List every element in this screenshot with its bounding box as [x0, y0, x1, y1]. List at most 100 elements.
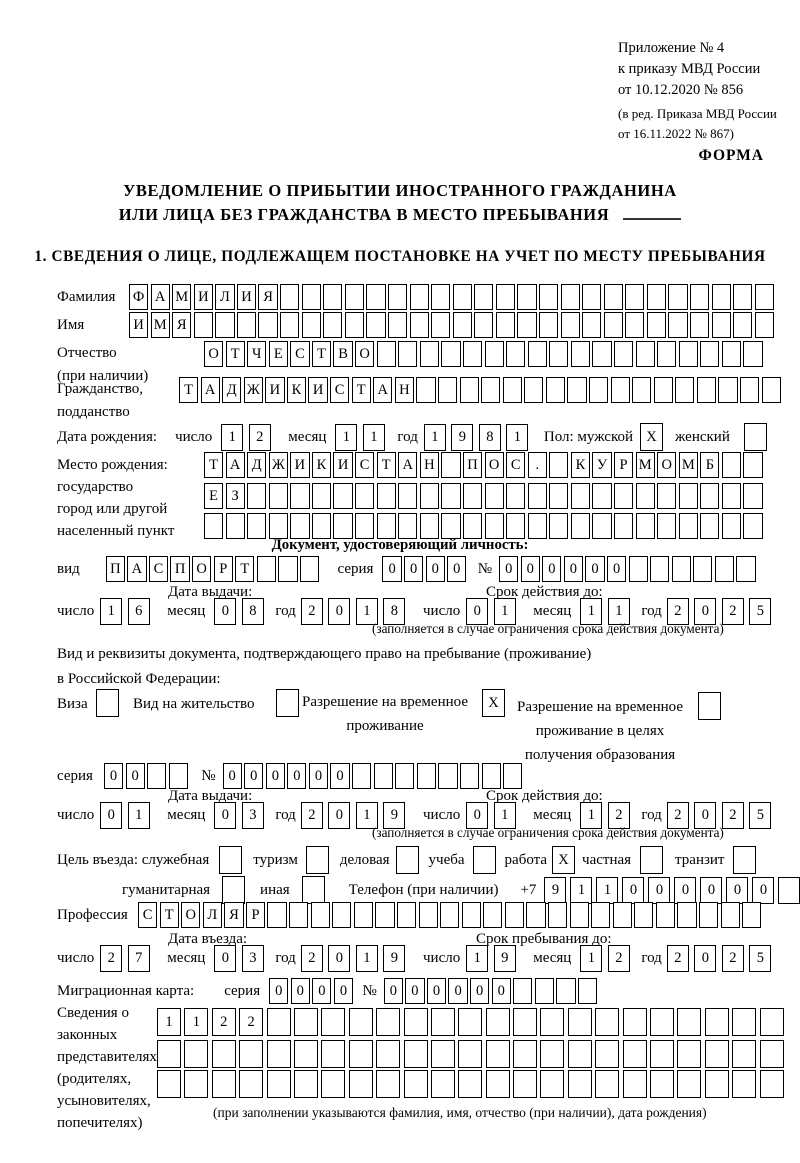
cell[interactable]: О — [484, 452, 504, 478]
cell[interactable] — [677, 1070, 702, 1098]
cell[interactable] — [625, 284, 645, 310]
cell[interactable] — [700, 483, 720, 509]
cell[interactable] — [430, 1070, 455, 1098]
cell[interactable] — [650, 1070, 675, 1098]
cell[interactable] — [236, 312, 257, 338]
cell[interactable]: У — [592, 452, 612, 478]
cell[interactable]: 9 — [544, 876, 567, 904]
representatives-cells-row3[interactable] — [157, 1070, 787, 1098]
cell[interactable] — [247, 513, 267, 539]
purpose-study-checkbox[interactable] — [472, 846, 496, 874]
cell[interactable] — [96, 689, 119, 717]
cell[interactable] — [332, 902, 352, 928]
cell[interactable]: 0 — [491, 978, 511, 1004]
cell[interactable]: 1 — [466, 945, 489, 972]
cell[interactable] — [677, 1008, 702, 1036]
cell[interactable] — [743, 483, 763, 509]
cell[interactable] — [622, 1070, 647, 1098]
cell[interactable] — [732, 1040, 757, 1068]
cell[interactable]: Д — [222, 377, 242, 403]
cell[interactable]: С — [355, 452, 375, 478]
cell[interactable] — [556, 978, 576, 1004]
cell[interactable] — [721, 452, 742, 478]
cell[interactable] — [373, 763, 393, 789]
cell[interactable] — [560, 312, 580, 338]
cell[interactable]: Т — [159, 902, 179, 928]
cell[interactable]: 1 — [184, 1008, 209, 1036]
cell[interactable] — [474, 284, 494, 310]
purpose-humanitarian-checkbox[interactable] — [222, 876, 246, 904]
cell[interactable]: 1 — [423, 423, 446, 451]
cell[interactable] — [761, 377, 781, 403]
cell[interactable] — [588, 377, 609, 403]
cell[interactable] — [225, 513, 245, 539]
cell[interactable] — [310, 902, 330, 928]
cell[interactable]: Л — [215, 284, 235, 310]
cell[interactable] — [376, 513, 396, 539]
cell[interactable] — [591, 902, 611, 928]
cell[interactable] — [742, 902, 762, 928]
cell[interactable]: 9 — [383, 802, 406, 829]
cell[interactable] — [409, 284, 429, 310]
cell[interactable]: 2 — [607, 945, 630, 972]
cell[interactable] — [527, 341, 547, 367]
cell[interactable] — [718, 377, 738, 403]
cell[interactable] — [549, 452, 569, 478]
cell[interactable] — [293, 1008, 318, 1036]
residence-permit-checkbox[interactable] — [276, 689, 299, 717]
cell[interactable]: 2 — [248, 423, 271, 451]
cell[interactable]: 1 — [493, 802, 516, 829]
cell[interactable]: 2 — [666, 802, 689, 829]
cell[interactable] — [592, 483, 612, 509]
cell[interactable] — [506, 341, 526, 367]
cell[interactable]: 2 — [721, 945, 744, 972]
cell[interactable] — [299, 556, 320, 582]
cell[interactable] — [736, 556, 756, 582]
cell[interactable] — [387, 284, 408, 310]
cell[interactable] — [452, 312, 472, 338]
cell[interactable] — [239, 1070, 264, 1098]
cell[interactable] — [582, 312, 602, 338]
cell[interactable] — [211, 1040, 236, 1068]
cell[interactable]: 0 — [674, 876, 697, 904]
cell[interactable] — [513, 1070, 538, 1098]
cell[interactable] — [333, 483, 353, 509]
cell[interactable]: X — [552, 846, 576, 874]
cell[interactable] — [376, 1008, 401, 1036]
cell[interactable]: А — [150, 284, 170, 310]
cell[interactable] — [549, 341, 569, 367]
cell[interactable] — [485, 1070, 510, 1098]
cell[interactable]: 0 — [383, 978, 403, 1004]
cell[interactable]: П — [462, 452, 483, 478]
cell[interactable]: 0 — [448, 978, 468, 1004]
cell[interactable] — [321, 1040, 346, 1068]
cell[interactable] — [733, 846, 757, 874]
purpose-transit-checkbox[interactable] — [733, 846, 757, 874]
cell[interactable] — [348, 1008, 373, 1036]
cell[interactable]: 0 — [222, 763, 242, 789]
cell[interactable]: Ч — [247, 341, 267, 367]
cell[interactable] — [348, 1040, 373, 1068]
cell[interactable] — [387, 312, 408, 338]
cell[interactable] — [366, 312, 386, 338]
visa-checkbox[interactable] — [96, 689, 119, 717]
cell[interactable] — [698, 692, 721, 720]
cell[interactable]: 2 — [300, 802, 323, 829]
cell[interactable] — [321, 1008, 346, 1036]
cell[interactable] — [613, 483, 634, 509]
cell[interactable]: Т — [311, 341, 332, 367]
cell[interactable] — [409, 312, 429, 338]
cell[interactable] — [276, 689, 299, 717]
cell[interactable]: 5 — [749, 598, 772, 625]
cell[interactable] — [419, 483, 439, 509]
purpose-private-checkbox[interactable] — [640, 846, 664, 874]
